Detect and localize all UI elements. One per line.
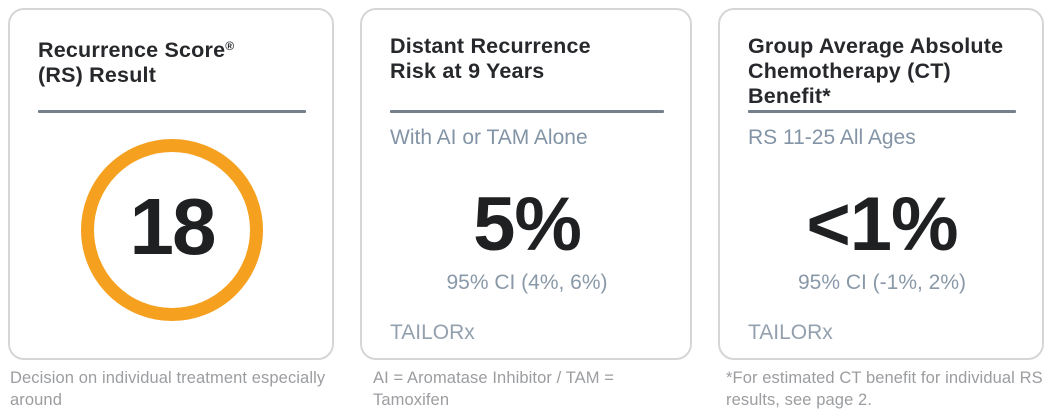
- divider: [748, 110, 1016, 113]
- card-subtitle: With AI or TAM Alone: [390, 126, 588, 149]
- card-subtitle: RS 11-25 All Ages: [748, 126, 916, 149]
- chemotherapy-benefit-card: Group Average Absolute Chemotherapy (CT)…: [718, 8, 1044, 360]
- footnote-abbreviations: AI = Aromatase Inhibitor / TAM = Tamoxif…: [373, 369, 615, 409]
- study-label: TAILORx: [390, 321, 475, 344]
- footnote-rs-result: Decision on individual treatment especia…: [10, 369, 326, 409]
- recurrence-score-card: Recurrence Score® (RS) Result 18: [8, 8, 334, 360]
- risk-value: 5%: [473, 182, 582, 267]
- divider: [390, 110, 664, 113]
- card-title-text: Recurrence Score: [38, 38, 226, 62]
- confidence-interval: 95% CI (4%, 6%): [446, 271, 608, 294]
- card-title: Group Average Absolute Chemotherapy (CT)…: [748, 34, 1004, 108]
- card-title-line2: (RS) Result: [38, 63, 157, 87]
- benefit-value: <1%: [806, 182, 958, 267]
- footnote-ct-benefit: *For estimated CT benefit for individual…: [726, 369, 1043, 409]
- registered-trademark-symbol: ®: [225, 39, 235, 53]
- rs-score-value: 18: [129, 182, 217, 271]
- footnotes-row: Decision on individual treatment especia…: [0, 360, 1054, 410]
- card-title: Recurrence Score® (RS) Result: [38, 34, 306, 110]
- study-label: TAILORx: [748, 321, 833, 344]
- results-cards-row: Recurrence Score® (RS) Result 18 Distant …: [8, 8, 1044, 360]
- rs-score-ring: 18: [81, 139, 263, 321]
- card-title: Distant Recurrence Risk at 9 Years: [390, 34, 591, 83]
- distant-recurrence-risk-card: Distant Recurrence Risk at 9 Years With …: [360, 8, 692, 360]
- divider: [38, 110, 306, 113]
- confidence-interval: 95% CI (-1%, 2%): [797, 271, 967, 294]
